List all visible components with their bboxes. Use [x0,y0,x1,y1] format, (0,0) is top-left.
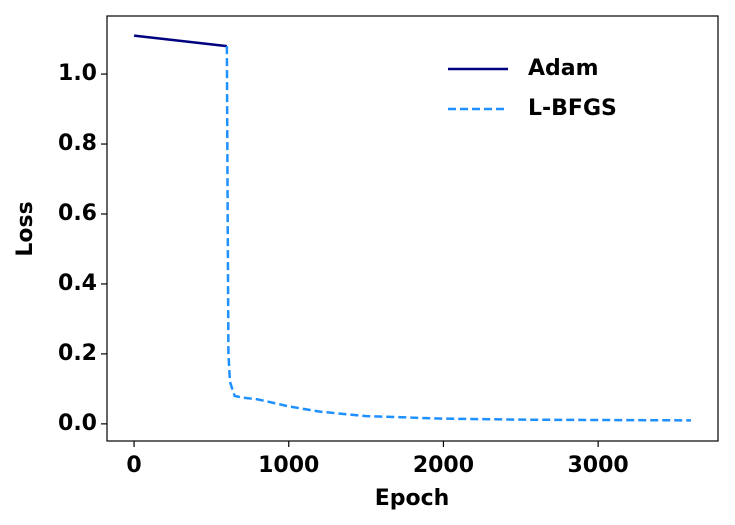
x-tick-label: 3000 [568,453,629,478]
legend-label: Adam [528,56,599,81]
x-tick-label: 2000 [413,453,474,478]
x-axis-label: Epoch [375,486,450,511]
legend-label: L-BFGS [528,96,617,121]
plot-frame [106,15,719,442]
y-tick-label: 0.4 [58,271,97,296]
y-tick-label: 0.8 [58,131,97,156]
y-tick-label: 0.0 [58,411,97,436]
x-tick-label: 1000 [258,453,319,478]
y-tick-label: 0.2 [58,341,97,366]
y-tick-label: 0.6 [58,201,97,226]
y-tick-label: 1.0 [58,61,97,86]
x-tick-label: 0 [126,453,141,478]
line-series [225,46,691,422]
y-axis-label: Loss [13,201,38,256]
line-series [133,34,228,48]
